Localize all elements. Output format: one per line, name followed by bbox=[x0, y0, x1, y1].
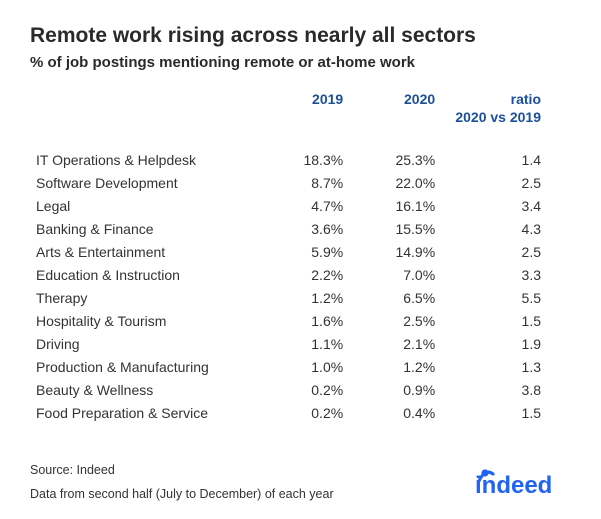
row-2019: 1.6% bbox=[257, 309, 349, 332]
col-ratio-line2: 2020 vs 2019 bbox=[455, 109, 541, 125]
row-label: Hospitality & Tourism bbox=[30, 309, 257, 332]
remote-work-table: 2019 2020 ratio 2020 vs 2019 IT Operatio… bbox=[30, 89, 571, 424]
row-2020: 22.0% bbox=[349, 171, 441, 194]
row-2020: 15.5% bbox=[349, 217, 441, 240]
table-row: Therapy1.2%6.5%5.5 bbox=[30, 286, 571, 309]
table-row: IT Operations & Helpdesk18.3%25.3%1.4 bbox=[30, 148, 571, 171]
row-2020: 0.9% bbox=[349, 378, 441, 401]
col-ratio-line1: ratio bbox=[511, 91, 541, 107]
row-ratio: 1.9 bbox=[441, 332, 571, 355]
row-2020: 16.1% bbox=[349, 194, 441, 217]
row-2019: 1.1% bbox=[257, 332, 349, 355]
row-2019: 8.7% bbox=[257, 171, 349, 194]
row-ratio: 3.4 bbox=[441, 194, 571, 217]
table-row: Arts & Entertainment5.9%14.9%2.5 bbox=[30, 240, 571, 263]
row-2019: 1.0% bbox=[257, 355, 349, 378]
indeed-logo-text: indeed bbox=[475, 472, 552, 497]
table-header-row: 2019 2020 ratio 2020 vs 2019 bbox=[30, 89, 571, 128]
row-2019: 4.7% bbox=[257, 194, 349, 217]
row-2020: 0.4% bbox=[349, 401, 441, 424]
row-ratio: 1.3 bbox=[441, 355, 571, 378]
chart-subtitle: % of job postings mentioning remote or a… bbox=[30, 54, 571, 71]
remote-work-table-card: Remote work rising across nearly all sec… bbox=[0, 0, 601, 519]
row-label: Production & Manufacturing bbox=[30, 355, 257, 378]
row-ratio: 1.5 bbox=[441, 401, 571, 424]
row-label: Banking & Finance bbox=[30, 217, 257, 240]
row-label: Food Preparation & Service bbox=[30, 401, 257, 424]
row-2019: 18.3% bbox=[257, 148, 349, 171]
row-2020: 1.2% bbox=[349, 355, 441, 378]
table-row: Food Preparation & Service0.2%0.4%1.5 bbox=[30, 401, 571, 424]
footer: Source: Indeed Data from second half (Ju… bbox=[30, 463, 571, 501]
row-ratio: 1.4 bbox=[441, 148, 571, 171]
row-label: IT Operations & Helpdesk bbox=[30, 148, 257, 171]
chart-title: Remote work rising across nearly all sec… bbox=[30, 24, 571, 48]
row-2019: 3.6% bbox=[257, 217, 349, 240]
row-ratio: 4.3 bbox=[441, 217, 571, 240]
row-2020: 6.5% bbox=[349, 286, 441, 309]
col-2020: 2020 bbox=[349, 89, 441, 128]
col-2019: 2019 bbox=[257, 89, 349, 128]
col-ratio: ratio 2020 vs 2019 bbox=[441, 89, 571, 128]
row-label: Driving bbox=[30, 332, 257, 355]
row-label: Therapy bbox=[30, 286, 257, 309]
row-ratio: 3.8 bbox=[441, 378, 571, 401]
row-2020: 25.3% bbox=[349, 148, 441, 171]
row-label: Software Development bbox=[30, 171, 257, 194]
row-label: Beauty & Wellness bbox=[30, 378, 257, 401]
row-label: Arts & Entertainment bbox=[30, 240, 257, 263]
row-2020: 2.5% bbox=[349, 309, 441, 332]
row-2019: 1.2% bbox=[257, 286, 349, 309]
row-ratio: 2.5 bbox=[441, 240, 571, 263]
row-2020: 14.9% bbox=[349, 240, 441, 263]
col-category bbox=[30, 89, 257, 128]
indeed-logo: indeed bbox=[475, 467, 571, 497]
row-label: Education & Instruction bbox=[30, 263, 257, 286]
row-label: Legal bbox=[30, 194, 257, 217]
table-row: Beauty & Wellness0.2%0.9%3.8 bbox=[30, 378, 571, 401]
row-2019: 0.2% bbox=[257, 401, 349, 424]
row-2019: 2.2% bbox=[257, 263, 349, 286]
table-row: Banking & Finance3.6%15.5%4.3 bbox=[30, 217, 571, 240]
row-ratio: 5.5 bbox=[441, 286, 571, 309]
table-row: Education & Instruction2.2%7.0%3.3 bbox=[30, 263, 571, 286]
table-row: Production & Manufacturing1.0%1.2%1.3 bbox=[30, 355, 571, 378]
row-2020: 2.1% bbox=[349, 332, 441, 355]
row-2020: 7.0% bbox=[349, 263, 441, 286]
row-2019: 5.9% bbox=[257, 240, 349, 263]
row-ratio: 3.3 bbox=[441, 263, 571, 286]
table-row: Driving1.1%2.1%1.9 bbox=[30, 332, 571, 355]
row-ratio: 2.5 bbox=[441, 171, 571, 194]
table-row: Software Development8.7%22.0%2.5 bbox=[30, 171, 571, 194]
table-row: Legal4.7%16.1%3.4 bbox=[30, 194, 571, 217]
row-ratio: 1.5 bbox=[441, 309, 571, 332]
table-row: Hospitality & Tourism1.6%2.5%1.5 bbox=[30, 309, 571, 332]
row-2019: 0.2% bbox=[257, 378, 349, 401]
